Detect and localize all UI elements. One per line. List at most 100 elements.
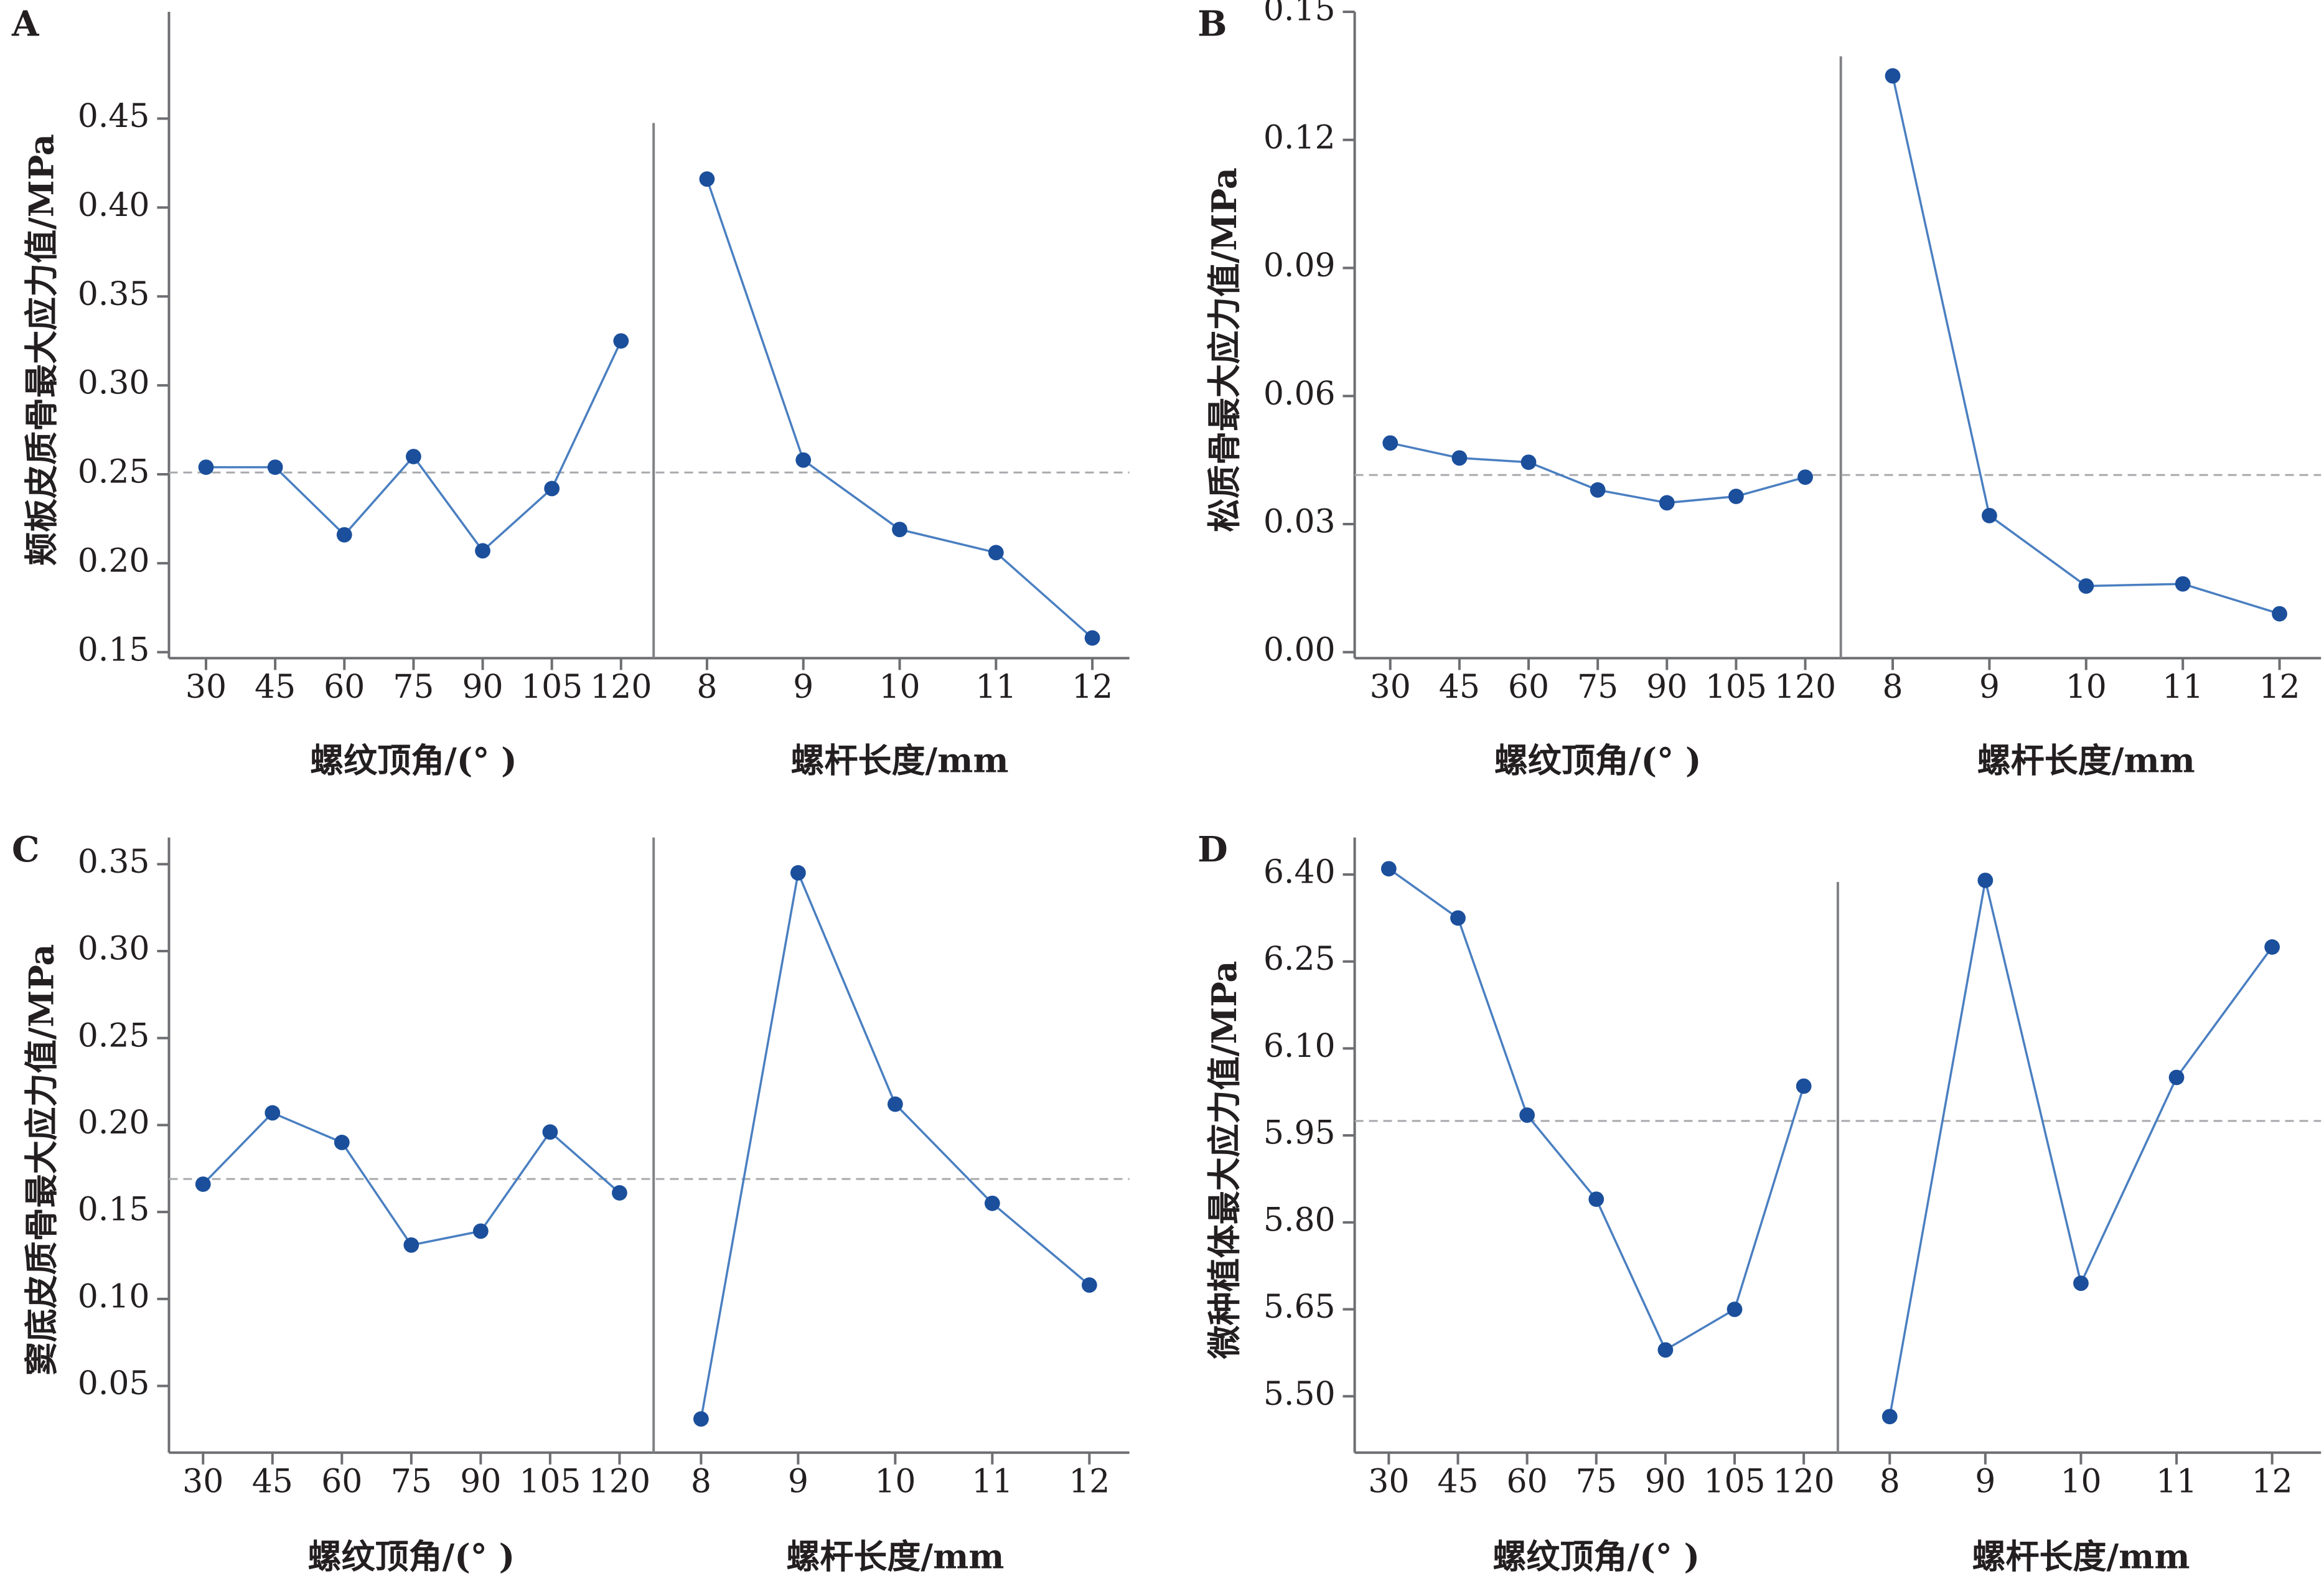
data-point-b: [1982, 507, 1997, 523]
data-point-c: [612, 1185, 627, 1201]
data-point-c: [472, 1223, 489, 1239]
x-tick-label-b: 8: [1882, 669, 1903, 706]
x-tick-label-c: 90: [460, 1463, 501, 1500]
x-tick-label-c: 105: [519, 1463, 581, 1500]
data-point-a: [198, 459, 214, 475]
data-point-d: [1519, 1107, 1535, 1123]
x-axis-title-b-group2: 螺杆长度/mm: [1977, 741, 2195, 781]
y-tick-label-c: 0.25: [78, 1017, 150, 1054]
x-tick-label-c: 60: [321, 1463, 362, 1500]
y-tick-label-c: 0.35: [78, 843, 150, 881]
x-axis-title-b-group1: 螺纹顶角/(° ): [1494, 741, 1702, 781]
y-tick-label-c: 0.20: [78, 1104, 150, 1142]
x-tick-label-b: 12: [2259, 669, 2300, 706]
y-axis-title-d: 微种植体最大应力值/MPa: [1204, 961, 1244, 1360]
x-axis-title-d-group2: 螺杆长度/mm: [1972, 1536, 2190, 1576]
data-point-a: [336, 527, 352, 543]
data-point-a: [267, 459, 283, 475]
data-point-b: [2078, 578, 2094, 594]
data-point-a: [613, 333, 629, 349]
x-tick-label-a: 9: [793, 669, 813, 706]
y-axis-title-a: 颊板皮质骨最大应力值/MPa: [22, 134, 62, 566]
panel-label-b: B: [1197, 4, 1227, 45]
data-point-c: [265, 1105, 281, 1121]
panel-label-d: D: [1197, 829, 1228, 870]
y-axis-title-b: 松质骨最大应力值/MPa: [1204, 167, 1244, 532]
y-tick-label-d: 6.25: [1263, 941, 1336, 978]
x-tick-label-b: 60: [1508, 669, 1549, 706]
y-tick-label-a: 0.25: [78, 454, 150, 491]
x-tick-label-b: 9: [1979, 669, 2000, 706]
x-tick-label-a: 30: [185, 669, 227, 706]
data-point-a: [988, 545, 1004, 561]
x-tick-label-b: 105: [1705, 669, 1767, 706]
data-point-b: [1797, 469, 1813, 485]
x-axis-title-c-group2: 螺杆长度/mm: [786, 1536, 1004, 1576]
y-tick-label-c: 0.10: [78, 1278, 150, 1315]
y-axis-title-c: 窦底皮质骨最大应力值/MPa: [22, 944, 62, 1376]
x-tick-label-d: 30: [1368, 1463, 1409, 1500]
x-tick-label-b: 45: [1439, 669, 1480, 706]
y-tick-label-a: 0.45: [78, 98, 150, 135]
y-tick-label-a: 0.35: [78, 276, 150, 313]
data-point-c: [334, 1135, 350, 1150]
data-point-a: [795, 452, 812, 468]
data-point-b: [1885, 68, 1901, 84]
data-point-d: [1727, 1302, 1743, 1317]
data-point-d: [1977, 872, 1994, 888]
data-point-b: [1451, 450, 1468, 466]
y-tick-label-a: 0.40: [78, 187, 150, 224]
data-point-d: [2073, 1275, 2089, 1292]
data-point-a: [406, 449, 421, 464]
y-tick-label-b: 0.03: [1263, 504, 1336, 541]
x-tick-label-d: 120: [1773, 1463, 1835, 1500]
series-line-d-group2: [1888, 880, 2274, 1417]
x-tick-label-b: 11: [2162, 669, 2203, 706]
y-tick-label-b: 0.12: [1263, 119, 1336, 156]
x-tick-label-d: 9: [1975, 1463, 1995, 1500]
y-tick-label-c: 0.15: [78, 1191, 150, 1229]
x-axis-title-c-group1: 螺纹顶角/(° ): [308, 1536, 515, 1576]
series-line-a-group1: [206, 340, 622, 553]
x-tick-label-a: 11: [975, 669, 1016, 706]
x-tick-label-c: 120: [589, 1463, 650, 1500]
data-point-b: [2272, 606, 2287, 622]
y-tick-label-a: 0.30: [78, 365, 150, 402]
series-line-b-group2: [1891, 75, 2280, 615]
x-tick-label-a: 12: [1072, 669, 1113, 706]
y-tick-label-b: 0.15: [1263, 0, 1336, 29]
y-tick-label-a: 0.15: [78, 631, 150, 669]
data-point-d: [1588, 1191, 1605, 1207]
data-point-d: [1450, 910, 1466, 926]
data-point-c: [887, 1096, 903, 1112]
data-point-a: [544, 481, 560, 497]
data-point-d: [1657, 1342, 1674, 1358]
x-tick-label-d: 60: [1507, 1463, 1548, 1500]
data-point-b: [1590, 482, 1606, 498]
x-tick-label-b: 120: [1774, 669, 1836, 706]
x-tick-label-b: 30: [1370, 669, 1411, 706]
x-tick-label-c: 30: [182, 1463, 223, 1500]
data-point-c: [693, 1411, 709, 1427]
data-point-b: [1382, 435, 1399, 451]
x-tick-label-c: 12: [1069, 1463, 1110, 1500]
x-tick-label-a: 105: [521, 669, 583, 706]
x-tick-label-d: 105: [1703, 1463, 1765, 1500]
y-tick-label-b: 0.06: [1263, 375, 1336, 413]
data-point-a: [892, 522, 907, 538]
x-tick-label-c: 75: [391, 1463, 432, 1500]
data-point-c: [790, 865, 806, 881]
x-tick-label-b: 10: [2066, 669, 2107, 706]
x-tick-label-a: 75: [393, 669, 434, 706]
x-axis-title-d-group1: 螺纹顶角/(° ): [1492, 1536, 1700, 1576]
x-tick-label-a: 8: [696, 669, 717, 706]
x-tick-label-c: 9: [788, 1463, 808, 1500]
data-point-a: [475, 543, 490, 559]
panel-label-a: A: [11, 4, 40, 45]
data-point-a: [1084, 630, 1100, 646]
y-tick-label-b: 0.09: [1263, 247, 1336, 284]
x-tick-label-a: 120: [590, 669, 652, 706]
y-tick-label-d: 5.80: [1263, 1201, 1336, 1239]
series-line-d-group1: [1388, 868, 1805, 1352]
